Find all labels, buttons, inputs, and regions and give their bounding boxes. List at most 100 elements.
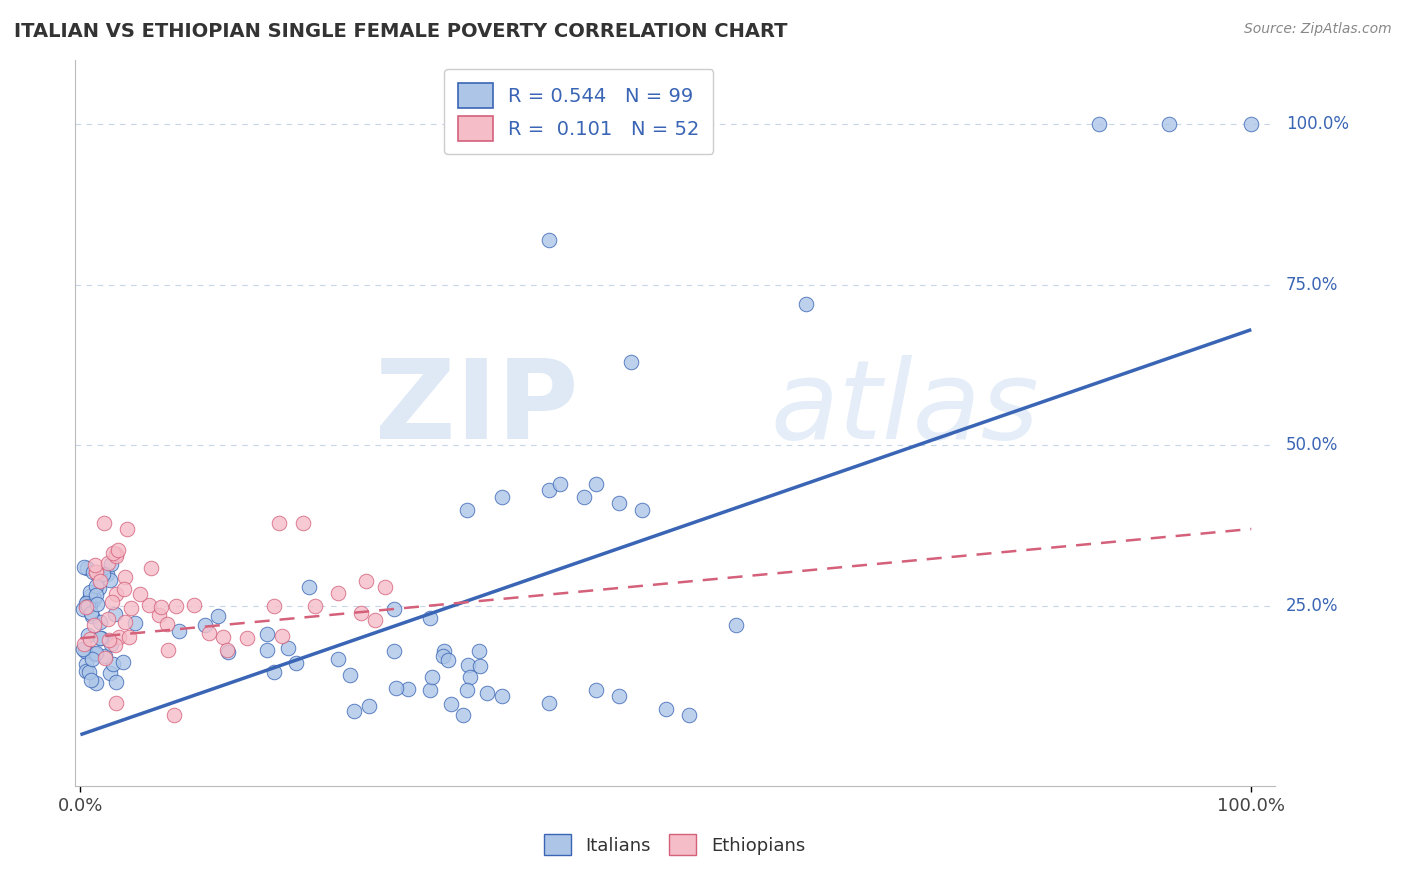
Point [263,599,285,613]
Point [118,630,141,644]
Point [84,588,107,602]
Point [80,606,103,620]
Point [382,602,405,616]
Point [585,477,607,491]
Point [114,615,136,630]
Point [79,632,101,647]
Point [194,617,217,632]
Point [124,616,146,631]
Point [537,483,560,498]
Point [156,616,179,631]
Point [93,650,115,665]
Point [79,597,101,611]
Point [491,689,513,703]
Point [585,682,607,697]
Point [98,632,121,647]
Text: ZIP: ZIP [375,355,579,462]
Point [75,657,97,671]
Point [451,708,474,723]
Point [89,615,111,629]
Point [103,546,125,560]
Point [1088,117,1111,131]
Point [167,624,190,639]
Point [97,612,120,626]
Point [86,598,108,612]
Point [108,630,131,644]
Point [284,656,307,670]
Point [105,675,128,690]
Point [148,607,170,622]
Point [468,658,491,673]
Point [207,609,229,624]
Point [105,548,128,562]
Point [385,681,408,695]
Point [156,643,179,657]
Point [101,657,124,671]
Point [298,580,321,594]
Point [79,673,101,688]
Point [217,645,239,659]
Point [83,591,105,606]
Point [107,542,129,557]
Point [419,611,441,625]
Point [89,574,111,588]
Point [270,630,292,644]
Point [350,606,373,620]
Point [105,587,128,601]
Point [96,566,118,581]
Point [79,585,101,599]
Point [256,643,278,657]
Point [100,665,122,680]
Text: Source: ZipAtlas.com: Source: ZipAtlas.com [1244,22,1392,37]
Point [90,632,112,646]
Point [631,502,654,516]
Point [440,697,463,711]
Point [114,570,136,584]
Text: 75.0%: 75.0% [1286,276,1339,293]
Point [75,596,97,610]
Point [277,641,299,656]
Point [457,658,479,673]
Point [104,638,127,652]
Point [1159,117,1181,131]
Point [607,689,630,703]
Point [326,586,349,600]
Point [339,668,361,682]
Point [198,626,221,640]
Point [491,490,513,504]
Point [150,600,173,615]
Point [374,580,396,594]
Point [655,702,678,716]
Point [432,648,454,663]
Point [91,567,114,582]
Point [456,502,478,516]
Point [256,627,278,641]
Point [75,644,97,658]
Legend: R = 0.544   N = 99, R =  0.101   N = 52: R = 0.544 N = 99, R = 0.101 N = 52 [444,70,713,154]
Point [420,670,443,684]
Point [100,636,122,650]
Point [79,598,101,612]
Point [212,630,235,644]
Point [537,696,560,710]
Text: atlas: atlas [770,355,1039,462]
Point [94,648,117,663]
Point [79,589,101,603]
Point [120,601,142,615]
Point [73,559,96,574]
Point [537,233,560,247]
Point [105,549,128,563]
Point [129,587,152,601]
Point [115,522,138,536]
Point [138,598,160,612]
Point [263,665,285,679]
Point [112,655,135,669]
Point [84,579,107,593]
Point [215,643,238,657]
Point [183,599,205,613]
Point [104,696,127,710]
Point [76,664,98,678]
Point [87,581,110,595]
Point [304,599,326,614]
Point [84,675,107,690]
